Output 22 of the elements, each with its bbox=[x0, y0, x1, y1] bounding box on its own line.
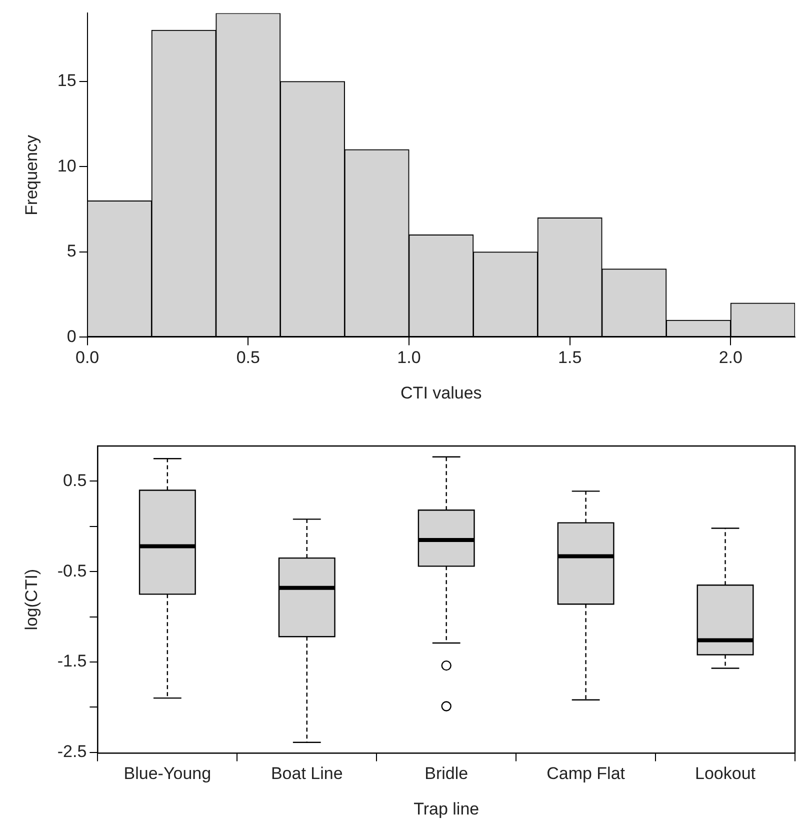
x-tick-label: Camp Flat bbox=[546, 764, 626, 784]
x-axis-title: CTI values bbox=[400, 383, 482, 402]
y-tick-label: -1.5 bbox=[57, 652, 87, 671]
x-tick-label: 1.0 bbox=[397, 348, 421, 368]
y-axis-title: log(CTI) bbox=[22, 568, 41, 630]
y-tick-label: 0 bbox=[66, 326, 76, 346]
y-tick-label: 0.5 bbox=[63, 470, 87, 490]
y-tick-label: 5 bbox=[66, 242, 76, 261]
x-axis-title: Trap line bbox=[414, 799, 480, 818]
x-tick-label: Blue-Young bbox=[124, 764, 212, 784]
y-tick-label: 10 bbox=[57, 156, 76, 176]
x-tick-label: 0.5 bbox=[236, 348, 260, 368]
x-tick-label: 2.0 bbox=[718, 348, 742, 368]
y-tick-label: 15 bbox=[57, 71, 76, 90]
x-tick-label: 0.0 bbox=[75, 348, 100, 368]
x-tick-label: Bridle bbox=[424, 764, 468, 784]
y-axis-title: Frequency bbox=[22, 134, 41, 216]
x-tick-label: 1.5 bbox=[558, 348, 582, 368]
x-tick-label: Lookout bbox=[695, 764, 756, 784]
y-tick-label: -2.5 bbox=[57, 742, 87, 761]
y-tick-label: -0.5 bbox=[57, 561, 87, 580]
x-tick-label: Boat Line bbox=[270, 764, 343, 784]
